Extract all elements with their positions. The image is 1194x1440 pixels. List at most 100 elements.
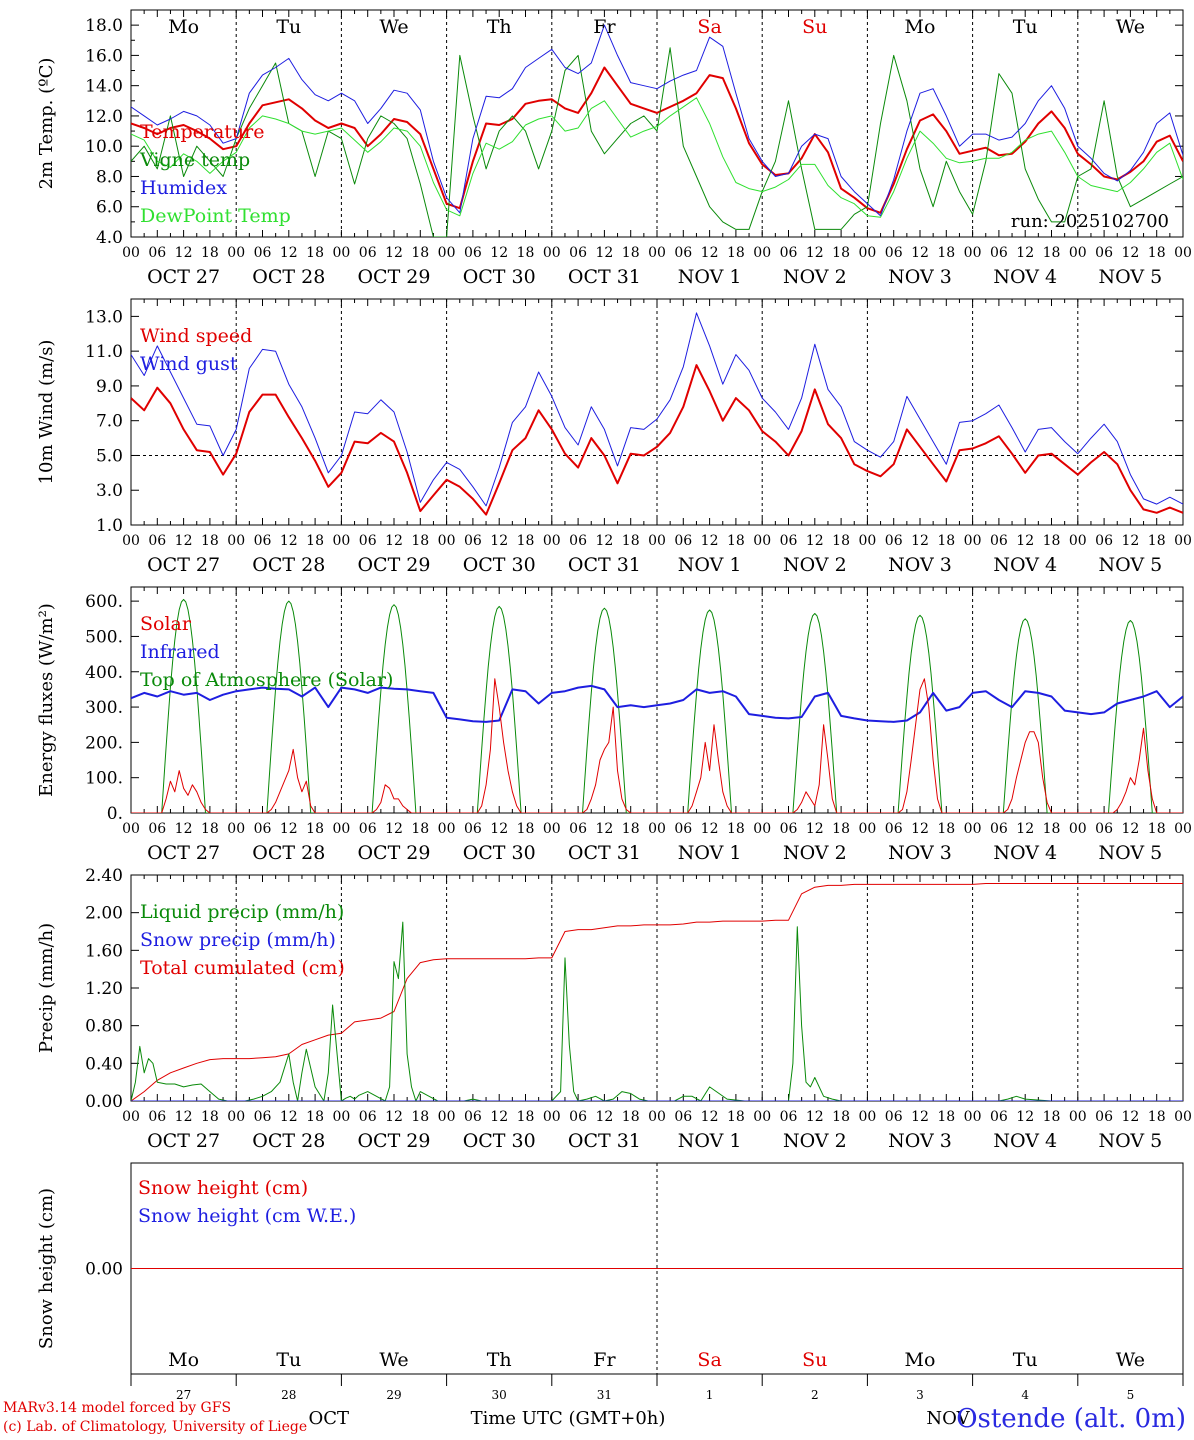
day-number-label: 1 — [706, 1388, 714, 1402]
day-number-label: 3 — [916, 1388, 924, 1402]
hour-tick-label: 00 — [543, 1109, 561, 1125]
hour-tick-label: 00 — [964, 533, 982, 549]
hour-tick-label: 18 — [1148, 821, 1166, 837]
legend-entry: Wind speed — [140, 325, 252, 347]
date-label: NOV 5 — [1099, 1130, 1163, 1152]
hour-tick-label: 12 — [911, 245, 929, 261]
weekday-label: Th — [487, 1349, 512, 1371]
hour-tick-label: 12 — [1016, 821, 1034, 837]
hour-tick-label: 12 — [175, 245, 193, 261]
y-tick-label: 13.0 — [85, 307, 123, 327]
hour-tick-label: 00 — [648, 533, 666, 549]
hour-tick-label: 00 — [858, 245, 876, 261]
y-tick-label: 18.0 — [85, 16, 123, 36]
hour-tick-label: 18 — [622, 821, 640, 837]
hour-tick-label: 18 — [411, 245, 429, 261]
series-humidex — [131, 24, 1183, 217]
y-tick-label: 500. — [85, 627, 123, 647]
date-label: OCT 30 — [463, 1130, 536, 1152]
hour-tick-label: 18 — [306, 1109, 324, 1125]
weekday-label: We — [379, 16, 408, 38]
hour-tick-label: 00 — [1069, 533, 1087, 549]
hour-tick-label: 06 — [1095, 533, 1113, 549]
legend-entry: Snow height (cm W.E.) — [138, 1205, 356, 1227]
hour-tick-label: 06 — [254, 1109, 272, 1125]
hour-tick-label: 18 — [937, 821, 955, 837]
series-top-of-atmosphere-solar — [131, 598, 1183, 813]
series-group — [131, 312, 1183, 516]
hour-tick-label: 18 — [1043, 533, 1061, 549]
hour-tick-label: 00 — [227, 533, 245, 549]
hour-tick-label: 06 — [674, 821, 692, 837]
hour-tick-label: 18 — [937, 533, 955, 549]
hour-tick-label: 12 — [385, 1109, 403, 1125]
hour-tick-label: 18 — [622, 245, 640, 261]
y-tick-label: 14.0 — [85, 77, 123, 97]
hour-tick-label: 00 — [1069, 245, 1087, 261]
credit-model: MARv3.14 model forced by GFS — [3, 1400, 232, 1416]
hour-tick-label: 00 — [332, 245, 350, 261]
hour-tick-label: 06 — [569, 533, 587, 549]
date-label: NOV 1 — [678, 842, 742, 864]
weekday-label: Tu — [276, 1349, 301, 1371]
hour-tick-label: 06 — [990, 245, 1008, 261]
hour-tick-label: 12 — [1016, 533, 1034, 549]
day-number-label: 27 — [176, 1388, 191, 1402]
series-dewpoint-temp — [131, 97, 1183, 218]
hour-tick-label: 06 — [359, 533, 377, 549]
hour-tick-label: 12 — [595, 1109, 613, 1125]
date-label: NOV 4 — [993, 842, 1057, 864]
hour-tick-label: 18 — [411, 1109, 429, 1125]
month-label: NOV — [926, 1408, 970, 1429]
weekday-label: We — [1116, 16, 1145, 38]
day-number-label: 5 — [1127, 1388, 1135, 1402]
hour-tick-label: 06 — [359, 245, 377, 261]
hour-tick-label: 06 — [359, 821, 377, 837]
legend-entry: Temperature — [140, 121, 264, 143]
date-label: OCT 29 — [357, 1130, 430, 1152]
date-label: OCT 27 — [147, 554, 220, 576]
hour-tick-label: 00 — [648, 245, 666, 261]
hour-tick-label: 06 — [990, 533, 1008, 549]
weekday-label: Sa — [697, 1349, 721, 1371]
hour-tick-label: 00 — [1174, 245, 1192, 261]
hour-tick-label: 18 — [727, 245, 745, 261]
time-axis-label: Time UTC (GMT+0h) — [471, 1408, 666, 1429]
y-tick-label: 0.00 — [85, 1260, 123, 1280]
hour-tick-label: 18 — [622, 1109, 640, 1125]
y-tick-label: 1.60 — [85, 941, 123, 961]
hour-tick-label: 12 — [701, 1109, 719, 1125]
date-label: OCT 31 — [568, 554, 641, 576]
hour-tick-label: 00 — [753, 533, 771, 549]
hour-tick-label: 06 — [464, 533, 482, 549]
hour-tick-label: 06 — [780, 821, 798, 837]
date-label: NOV 4 — [993, 554, 1057, 576]
hour-tick-label: 06 — [569, 1109, 587, 1125]
hour-tick-label: 00 — [227, 1109, 245, 1125]
legend-entry: Snow height (cm) — [138, 1177, 308, 1199]
date-label: OCT 28 — [252, 554, 325, 576]
hour-tick-label: 18 — [1148, 1109, 1166, 1125]
hour-tick-label: 18 — [832, 533, 850, 549]
y-tick-label: 6.0 — [96, 198, 123, 218]
hour-tick-label: 06 — [885, 245, 903, 261]
y-tick-label: 2.00 — [85, 904, 123, 924]
date-label: OCT 27 — [147, 1130, 220, 1152]
panel-2 — [130, 298, 1184, 526]
y-tick-label: 8.0 — [96, 167, 123, 187]
hour-tick-label: 18 — [201, 1109, 219, 1125]
hour-tick-label: 18 — [832, 245, 850, 261]
date-label: OCT 27 — [147, 266, 220, 288]
credit-lab: (c) Lab. of Climatology, University of L… — [3, 1419, 308, 1435]
hour-tick-label: 18 — [411, 533, 429, 549]
series-group — [131, 598, 1183, 813]
date-label: OCT 30 — [463, 554, 536, 576]
series-infrared — [131, 684, 1183, 723]
hour-tick-label: 18 — [1148, 245, 1166, 261]
day-number-label: 30 — [492, 1388, 507, 1402]
hour-tick-label: 18 — [832, 821, 850, 837]
hour-tick-label: 00 — [648, 1109, 666, 1125]
hour-tick-label: 12 — [1016, 1109, 1034, 1125]
hour-tick-label: 06 — [885, 533, 903, 549]
hour-tick-label: 18 — [937, 245, 955, 261]
